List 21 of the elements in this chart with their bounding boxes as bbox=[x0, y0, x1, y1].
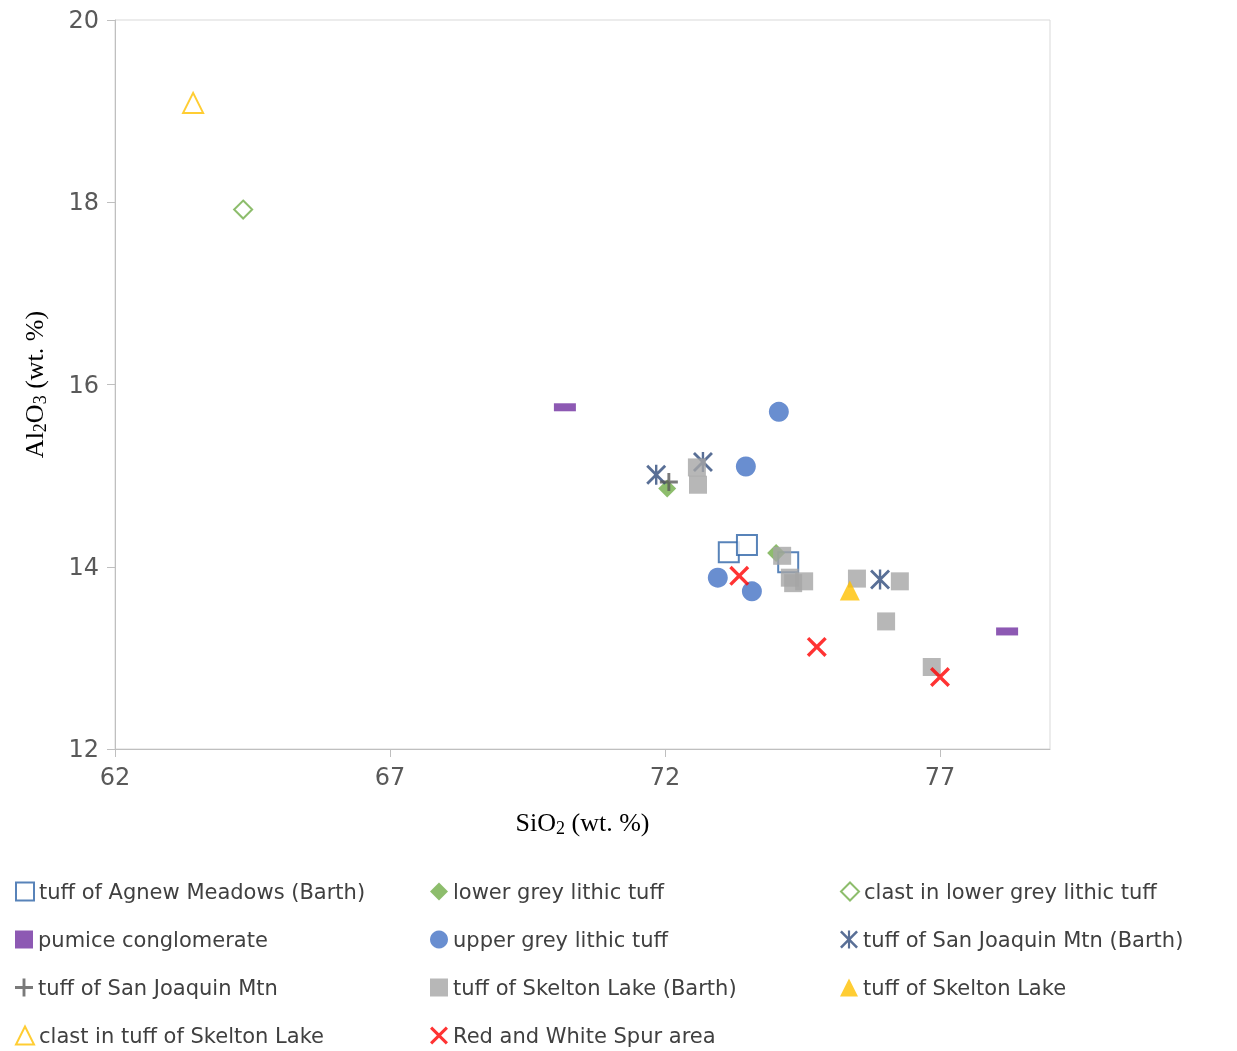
legend-label: lower grey lithic tuff bbox=[453, 879, 665, 904]
x-tick-label: 77 bbox=[924, 763, 956, 791]
legend-label: tuff of Skelton Lake (Barth) bbox=[453, 975, 737, 1000]
legend-label: tuff of San Joaquin Mtn (Barth) bbox=[863, 927, 1184, 952]
y-tick-label: 20 bbox=[68, 6, 99, 34]
legend-label: upper grey lithic tuff bbox=[453, 927, 669, 952]
legend-label: tuff of Agnew Meadows (Barth) bbox=[39, 879, 366, 904]
y-tick-label: 14 bbox=[68, 552, 99, 581]
legend-label: tuff of San Joaquin Mtn bbox=[38, 975, 278, 1000]
legend-label: tuff of Skelton Lake bbox=[863, 975, 1067, 1000]
legend-label: pumice conglomerate bbox=[38, 927, 268, 952]
x-tick-label: 72 bbox=[649, 763, 681, 791]
legend-label: Red and White Spur area bbox=[453, 1023, 716, 1048]
x-tick-label: 67 bbox=[374, 763, 406, 791]
y-tick-label: 12 bbox=[68, 735, 99, 763]
y-tick-label: 16 bbox=[68, 370, 99, 399]
x-tick-label: 62 bbox=[99, 763, 131, 791]
legend-label: clast in lower grey lithic tuff bbox=[864, 879, 1158, 904]
legend-label: clast in tuff of Skelton Lake bbox=[39, 1023, 324, 1048]
y-axis-title: Al2O3 (wt. %) bbox=[19, 310, 50, 459]
y-tick-label: 18 bbox=[68, 188, 99, 217]
